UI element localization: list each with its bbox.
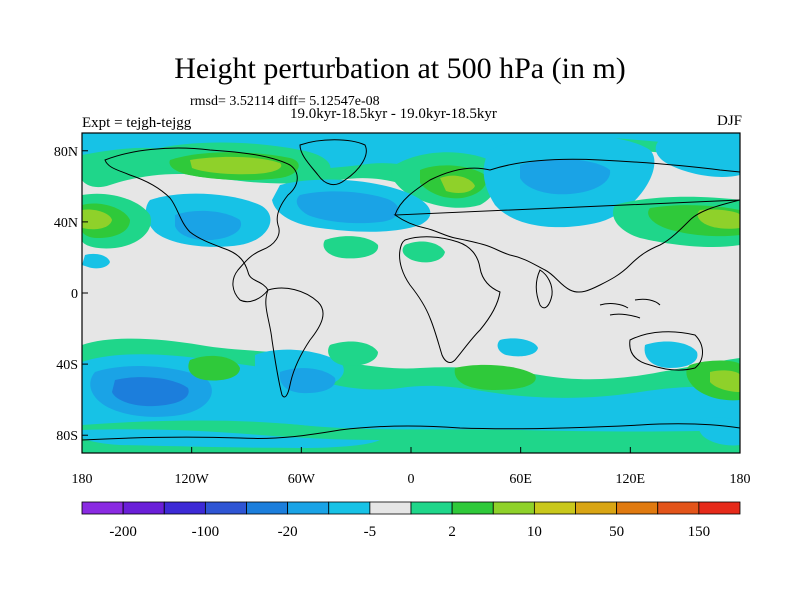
- colorbar-swatch: [492, 501, 535, 515]
- contour-nz-core: [710, 370, 740, 392]
- contour-scand-core: [440, 175, 475, 194]
- contour-south-cyan: [82, 354, 740, 440]
- colorbar-swatch: [575, 501, 618, 515]
- stats-text: rmsd= 3.52114 diff= 5.12547e-08: [190, 94, 380, 109]
- longitude-axis: 180 120W 60W 0 60E 120E 180: [72, 447, 751, 487]
- colorbar-swatch: [451, 501, 494, 515]
- colorbar-label: -20: [278, 524, 298, 540]
- contour-safr-green: [328, 341, 378, 366]
- lon-tick-label: 120W: [175, 472, 210, 487]
- coast-india: [535, 269, 553, 309]
- colorbar-label: 2: [448, 524, 456, 540]
- lat-tick-label: 80S: [56, 429, 78, 444]
- lat-tick-label: 40N: [54, 216, 78, 231]
- colorbar-swatch: [533, 501, 576, 515]
- colorbar-swatch: [698, 501, 741, 515]
- season-label: DJF: [716, 113, 742, 129]
- colorbar-label: -200: [109, 524, 137, 540]
- lon-tick-label: 180: [730, 472, 751, 487]
- coast-north-america: [104, 147, 298, 303]
- contour-siberia-core: [520, 158, 611, 195]
- coast-antarctica: [82, 423, 740, 441]
- colorbar-swatch: [81, 501, 124, 515]
- latitude-axis: 80N 40N 0 40S 80S: [54, 145, 88, 444]
- contour-west-pac-blue: [82, 253, 110, 269]
- colorbar-swatch: [616, 501, 659, 515]
- contour-south-pacific-core: [112, 377, 189, 407]
- coast-africa: [399, 236, 501, 363]
- contour-subtrop-green-1: [323, 236, 379, 259]
- colorbar-swatch: [287, 501, 330, 515]
- contour-australia-blue: [644, 341, 698, 368]
- contour-canada-core: [190, 156, 282, 175]
- lat-tick-label: 40S: [56, 358, 78, 373]
- coast-south-america: [265, 287, 324, 398]
- colorbar-swatch: [410, 501, 453, 515]
- contour-subtrop-green-2: [402, 241, 445, 263]
- contour-east-asia-core: [697, 209, 740, 229]
- period-text: 19.0kyr-18.5kyr - 19.0kyr-18.5kyr: [290, 106, 497, 122]
- colorbar-swatch: [246, 501, 289, 515]
- contour-sa-high: [188, 355, 240, 381]
- coast-australia: [629, 331, 703, 371]
- colorbar-swatch: [204, 501, 247, 515]
- coast-eurasia: [393, 158, 740, 293]
- contour-atlantic-low: [296, 191, 399, 224]
- lon-tick-label: 60W: [288, 472, 316, 487]
- contour-sindian-green-high: [454, 364, 536, 390]
- contour-arctic-blue: [655, 137, 740, 177]
- lon-tick-label: 120E: [616, 472, 646, 487]
- lon-tick-label: 60E: [509, 472, 532, 487]
- coast-indonesia: [599, 298, 661, 319]
- lat-tick-label: 0: [71, 287, 78, 302]
- coastlines: [82, 139, 740, 441]
- colorbar: [81, 501, 741, 515]
- contour-antarctic-blue: [82, 429, 380, 448]
- colorbar-label: 150: [688, 524, 711, 540]
- lat-tick-label: 80N: [54, 145, 78, 160]
- colorbar-swatch: [328, 501, 371, 515]
- contour-satl-low: [279, 368, 336, 394]
- contour-sindian-blue: [497, 338, 538, 357]
- colorbar-label: 50: [609, 524, 624, 540]
- colorbar-swatch: [657, 501, 700, 515]
- contour-npacific-core: [82, 209, 112, 230]
- colorbar-label: 10: [527, 524, 542, 540]
- experiment-label: Expt = tejgh-tejgg: [82, 115, 192, 131]
- plot-title: Height perturbation at 500 hPa (in m): [174, 52, 626, 85]
- colorbar-labels: -200 -100 -20 -5 2 10 50 150: [109, 524, 710, 540]
- lon-tick-label: 0: [408, 472, 415, 487]
- colorbar-label: -5: [364, 524, 377, 540]
- colorbar-swatch: [122, 501, 165, 515]
- coast-greenland: [299, 139, 367, 186]
- colorbar-swatch: [369, 501, 412, 515]
- colorbar-label: -100: [192, 524, 220, 540]
- colorbar-swatch: [163, 501, 206, 515]
- contour-field: [82, 133, 740, 453]
- lon-tick-label: 180: [72, 472, 93, 487]
